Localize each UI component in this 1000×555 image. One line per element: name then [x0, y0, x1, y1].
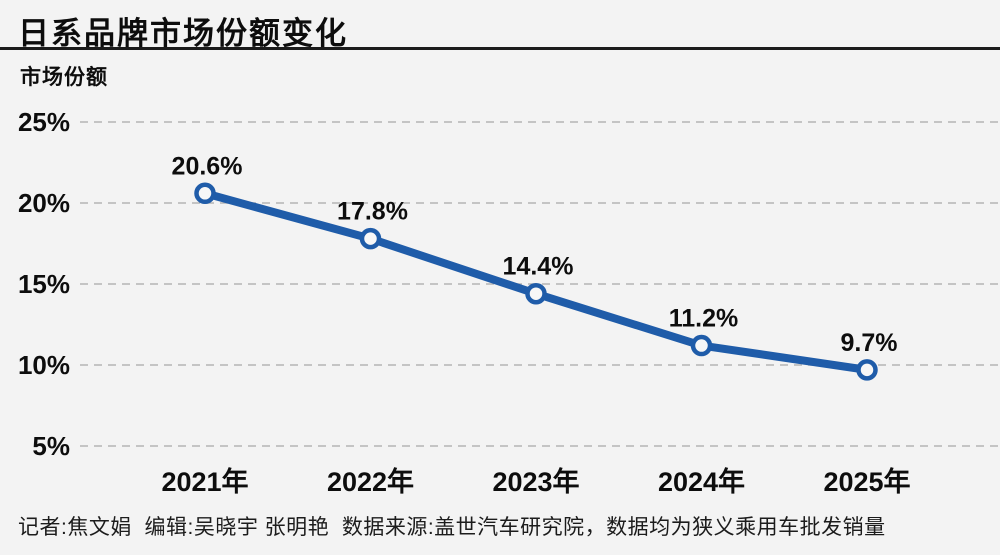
y-tick-label: 10% — [18, 350, 70, 380]
title-divider — [0, 47, 1000, 50]
y-tick-label: 25% — [18, 107, 70, 137]
y-tick-label: 20% — [18, 188, 70, 218]
y-axis-title: 市场份额 — [20, 66, 108, 89]
y-tick-label: 15% — [18, 269, 70, 299]
data-point-marker — [194, 182, 216, 205]
series-line — [201, 189, 871, 374]
page-title: 日系品牌市场份额变化 — [18, 16, 348, 51]
data-point-marker — [856, 359, 878, 381]
x-tick-label: 2023年 — [492, 466, 579, 497]
data-point-label: 17.8% — [337, 198, 408, 226]
data-point-marker — [690, 334, 713, 357]
x-tick-label: 2025年 — [823, 466, 910, 497]
x-tick-label: 2022年 — [327, 466, 414, 497]
data-point-label: 9.7% — [841, 329, 898, 357]
data-point-marker — [525, 282, 547, 305]
data-point-label: 14.4% — [503, 253, 574, 281]
y-tick-label: 5% — [32, 431, 70, 461]
data-point-marker — [359, 227, 382, 250]
data-point-label: 11.2% — [669, 305, 739, 333]
x-tick-label: 2024年 — [658, 466, 745, 497]
credits: 记者:焦文娟 编辑:吴晓宇 张明艳 数据来源:盖世汽车研究院，数据均为狭义乘用车… — [18, 516, 886, 539]
x-tick-label: 2021年 — [161, 466, 248, 497]
data-point-label: 20.6% — [172, 152, 243, 180]
